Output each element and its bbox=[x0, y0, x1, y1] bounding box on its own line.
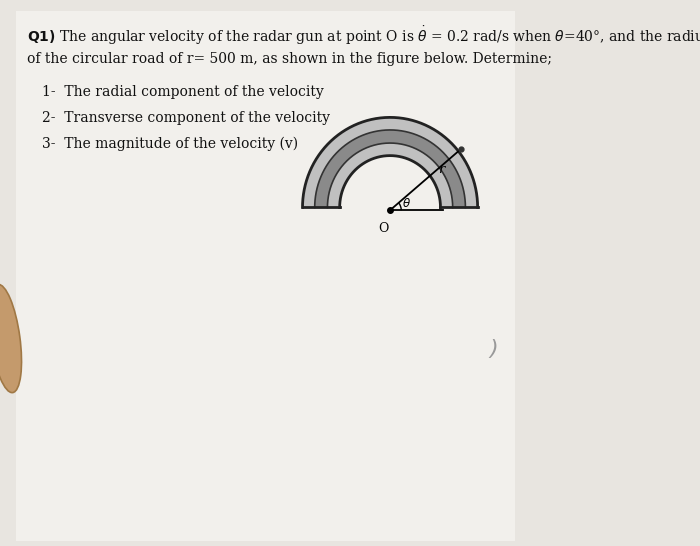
Text: $\theta$: $\theta$ bbox=[402, 197, 411, 210]
Wedge shape bbox=[302, 117, 477, 207]
Text: 2-  Transverse component of the velocity: 2- Transverse component of the velocity bbox=[43, 111, 330, 125]
FancyBboxPatch shape bbox=[16, 11, 514, 541]
Ellipse shape bbox=[0, 284, 22, 393]
Wedge shape bbox=[302, 117, 477, 207]
Text: O: O bbox=[379, 222, 389, 235]
Wedge shape bbox=[328, 143, 453, 207]
Text: r: r bbox=[438, 163, 444, 176]
Text: $\mathbf{Q1)}$ The angular velocity of the radar gun at point O is $\dot{\theta}: $\mathbf{Q1)}$ The angular velocity of t… bbox=[27, 25, 700, 48]
Text: 1-  The radial component of the velocity: 1- The radial component of the velocity bbox=[43, 85, 324, 99]
Text: ): ) bbox=[489, 340, 498, 359]
Text: 3-  The magnitude of the velocity (v): 3- The magnitude of the velocity (v) bbox=[43, 137, 299, 151]
Text: of the circular road of r= 500 m, as shown in the figure below. Determine;: of the circular road of r= 500 m, as sho… bbox=[27, 52, 552, 66]
